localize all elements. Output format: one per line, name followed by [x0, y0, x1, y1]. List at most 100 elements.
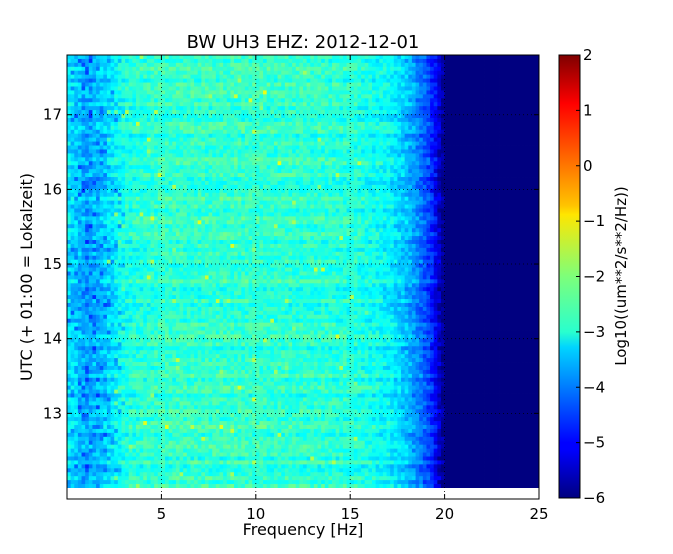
heatmap-cell	[252, 86, 257, 91]
heatmap-cell	[175, 90, 180, 95]
heatmap-cell	[535, 200, 539, 205]
heatmap-cell	[168, 177, 173, 182]
heatmap-cell	[484, 90, 489, 95]
heatmap-cell	[179, 161, 184, 166]
heatmap-cell	[386, 157, 391, 162]
heatmap-cell	[339, 180, 344, 186]
heatmap-cell	[499, 66, 504, 72]
heatmap-cell	[234, 62, 239, 68]
heatmap-cell	[328, 184, 333, 190]
heatmap-cell	[361, 165, 366, 170]
heatmap-cell	[226, 200, 231, 205]
heatmap-cell	[379, 180, 384, 186]
heatmap-cell	[168, 145, 173, 150]
heatmap-cell	[183, 129, 188, 135]
heatmap-cell	[528, 58, 533, 64]
heatmap-cell	[401, 165, 406, 170]
heatmap-cell	[292, 196, 297, 202]
heatmap-cell	[165, 180, 170, 186]
heatmap-cell	[328, 62, 333, 68]
heatmap-cell	[277, 55, 282, 60]
heatmap-cell	[379, 90, 384, 95]
heatmap-cell	[157, 188, 162, 194]
heatmap-cell	[67, 196, 72, 202]
heatmap-cell	[226, 149, 231, 154]
heatmap-cell	[332, 165, 337, 170]
heatmap-cell	[361, 98, 366, 103]
heatmap-cell	[135, 121, 141, 127]
heatmap-cell	[470, 62, 475, 68]
heatmap-cell	[204, 94, 209, 99]
heatmap-cell	[223, 55, 228, 60]
heatmap-cell	[96, 177, 101, 182]
heatmap-cell	[255, 137, 260, 142]
heatmap-cell	[379, 110, 384, 115]
heatmap-cell	[506, 180, 511, 186]
heatmap-cell	[132, 70, 137, 76]
heatmap-cell	[223, 114, 228, 119]
heatmap-cell	[201, 169, 206, 174]
heatmap-cell	[499, 169, 504, 174]
heatmap-cell	[317, 86, 322, 91]
heatmap-cell	[477, 86, 482, 91]
heatmap-cell	[150, 90, 155, 95]
heatmap-cell	[342, 153, 347, 158]
heatmap-cell	[121, 86, 126, 91]
heatmap-cell	[270, 117, 275, 123]
heatmap-cell	[172, 177, 177, 182]
heatmap-cell	[146, 145, 151, 150]
heatmap-cell	[146, 180, 151, 186]
heatmap-cell	[219, 169, 224, 174]
heatmap-cell	[212, 82, 217, 87]
heatmap-cell	[419, 125, 424, 131]
heatmap-cell	[371, 70, 377, 76]
heatmap-cell	[215, 102, 220, 107]
heatmap-cell	[215, 157, 220, 162]
heatmap-cell	[190, 184, 195, 190]
heatmap-cell	[128, 200, 133, 205]
heatmap-cell	[455, 157, 460, 162]
heatmap-cell	[110, 78, 115, 83]
heatmap-cell	[371, 121, 377, 127]
heatmap-cell	[252, 177, 257, 182]
heatmap-cell	[150, 161, 155, 166]
heatmap-cell	[531, 74, 536, 80]
heatmap-cell	[157, 62, 162, 68]
heatmap-cell	[96, 90, 101, 95]
heatmap-cell	[332, 90, 337, 95]
heatmap-cell	[208, 78, 213, 83]
heatmap-cell	[495, 121, 500, 127]
heatmap-cell	[150, 157, 155, 162]
heatmap-cell	[161, 110, 166, 115]
heatmap-cell	[81, 129, 86, 135]
heatmap-cell	[241, 133, 246, 139]
heatmap-cell	[455, 149, 460, 154]
heatmap-cell	[353, 125, 358, 131]
heatmap-cell	[448, 106, 453, 111]
heatmap-cell	[117, 204, 122, 209]
heatmap-cell	[277, 153, 282, 158]
heatmap-cell	[125, 74, 130, 80]
heatmap-cell	[168, 102, 173, 107]
heatmap-cell	[459, 145, 464, 150]
heatmap-cell	[132, 188, 137, 194]
heatmap-cell	[382, 90, 387, 95]
heatmap-cell	[114, 114, 119, 119]
heatmap-cell	[455, 180, 460, 186]
heatmap-cell	[433, 149, 438, 154]
heatmap-cell	[273, 74, 278, 80]
heatmap-cell	[244, 86, 249, 91]
heatmap-cell	[361, 200, 366, 205]
heatmap-cell	[150, 129, 155, 135]
heatmap-cell	[342, 137, 347, 142]
heatmap-cell	[357, 200, 362, 205]
heatmap-cell	[77, 55, 82, 60]
heatmap-cell	[103, 70, 108, 76]
heatmap-cell	[67, 125, 72, 131]
heatmap-cell	[114, 184, 119, 190]
heatmap-cell	[168, 137, 173, 142]
heatmap-cell	[520, 121, 525, 127]
heatmap-cell	[266, 153, 271, 158]
heatmap-cell	[524, 90, 529, 95]
heatmap-cell	[168, 204, 173, 209]
